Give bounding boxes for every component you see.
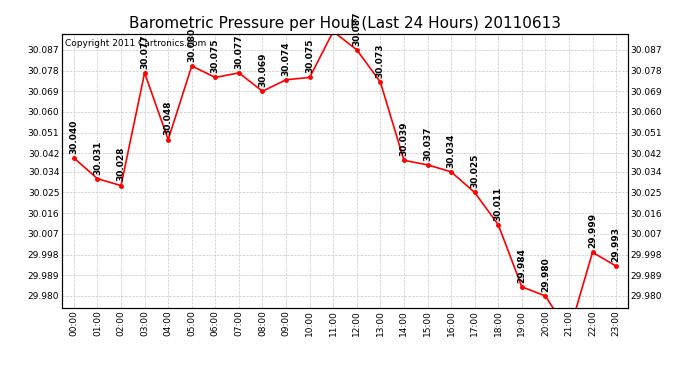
Text: 30.039: 30.039 [400, 122, 408, 156]
Text: 30.011: 30.011 [494, 186, 503, 220]
Text: 30.048: 30.048 [164, 101, 172, 135]
Text: 30.037: 30.037 [423, 126, 432, 161]
Text: 30.028: 30.028 [117, 147, 126, 182]
Text: 29.999: 29.999 [588, 213, 597, 248]
Text: 30.087: 30.087 [353, 11, 362, 46]
Text: 30.077: 30.077 [235, 34, 244, 69]
Text: 29.993: 29.993 [611, 227, 620, 262]
Text: 30.075: 30.075 [305, 39, 314, 73]
Text: Copyright 2011 Cartronics.com: Copyright 2011 Cartronics.com [65, 39, 206, 48]
Text: 29.984: 29.984 [518, 248, 526, 283]
Text: 29.980: 29.980 [541, 257, 550, 292]
Text: 30.074: 30.074 [282, 41, 290, 76]
Text: 30.077: 30.077 [140, 34, 149, 69]
Text: 29.964: 29.964 [0, 374, 1, 375]
Text: 30.069: 30.069 [258, 53, 267, 87]
Text: 30.040: 30.040 [70, 119, 79, 154]
Text: 30.031: 30.031 [93, 140, 102, 174]
Text: 30.075: 30.075 [211, 39, 220, 73]
Title: Barometric Pressure per Hour (Last 24 Hours) 20110613: Barometric Pressure per Hour (Last 24 Ho… [129, 16, 561, 31]
Text: 30.073: 30.073 [376, 44, 385, 78]
Text: 30.025: 30.025 [470, 154, 479, 188]
Text: 30.095: 30.095 [0, 374, 1, 375]
Text: 30.080: 30.080 [187, 27, 196, 62]
Text: 30.034: 30.034 [446, 133, 455, 168]
